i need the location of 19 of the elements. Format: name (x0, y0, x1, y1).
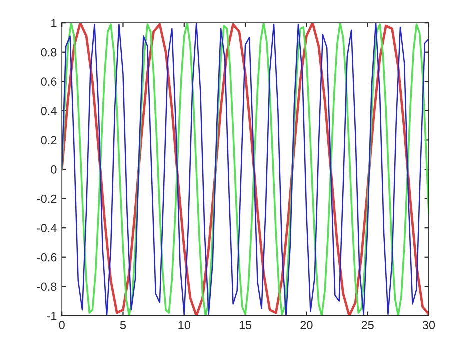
y-tick-label: 1 (52, 19, 57, 28)
y-tick-label: -1 (47, 312, 57, 320)
y-tick-label: -0.8 (37, 282, 57, 292)
x-tick-label: 10 (178, 321, 190, 330)
line-series (62, 23, 429, 316)
x-tick-label: 5 (120, 321, 126, 330)
y-tick-label: -0.4 (37, 224, 57, 232)
y-tick-label: 0.6 (41, 78, 57, 86)
x-tick-label: 25 (362, 321, 374, 330)
x-tick-label: 15 (240, 321, 252, 330)
y-tick-label: 0.4 (41, 106, 57, 116)
x-tick-label: 0 (59, 321, 65, 330)
y-tick-label: -0.6 (37, 253, 57, 262)
x-tick-label: 30 (422, 321, 436, 330)
y-tick-label: -0.2 (37, 194, 57, 204)
x-tick-label: 20 (300, 321, 313, 330)
y-tick-label: 0.8 (41, 48, 57, 57)
y-tick-label: 0 (51, 166, 57, 174)
y-tick-label: 0.2 (41, 136, 57, 145)
